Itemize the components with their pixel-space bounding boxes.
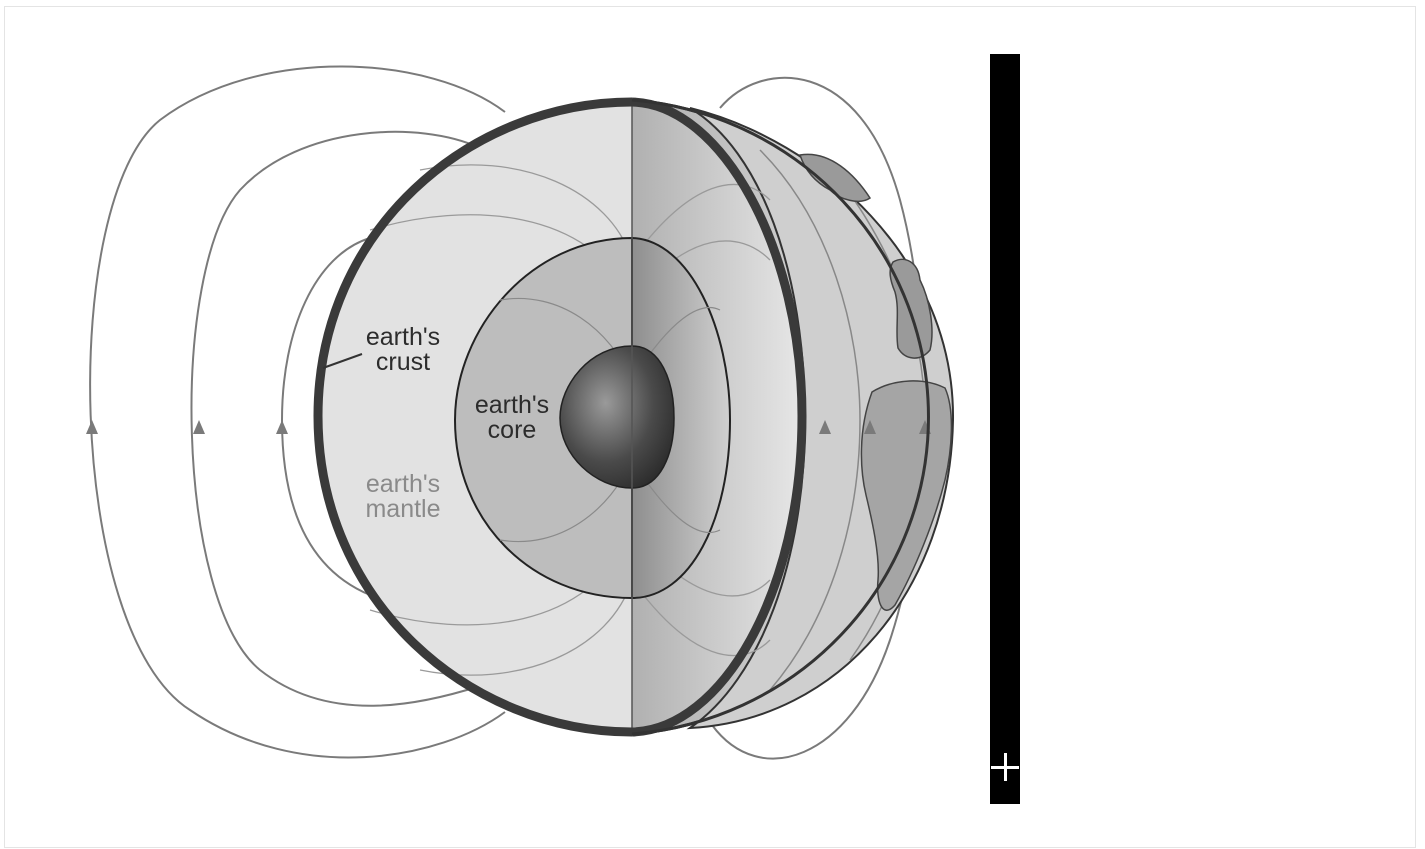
crust-leader-line	[322, 353, 363, 369]
outer-core-right	[631, 236, 732, 600]
core-label-line1: earth's	[475, 391, 549, 419]
field-line-inner	[280, 237, 371, 596]
core-label-line2: core	[488, 416, 537, 444]
arrow-up-icon	[276, 420, 288, 434]
crust-label-line1: earth's	[366, 323, 440, 351]
arrow-up-icon	[193, 420, 205, 434]
outer-core-left	[453, 236, 633, 600]
arrow-up-icon	[86, 420, 98, 434]
crust-rim-right	[631, 97, 807, 737]
crust-rim-left	[313, 97, 633, 737]
crust-label-line2: crust	[376, 348, 430, 376]
field-line-outer	[89, 65, 506, 759]
arrow-up-icon	[819, 420, 831, 434]
arrow-up-icon	[864, 420, 876, 434]
mantle-label-line1: earth's	[366, 470, 440, 498]
side-panel-bar	[990, 54, 1020, 804]
field-arrows-left	[86, 420, 288, 434]
mantle-label-line2: mantle	[365, 495, 440, 523]
expand-button[interactable]	[990, 752, 1020, 782]
labels: earth's crust earth's core earth's mantl…	[365, 323, 549, 523]
continent-north	[799, 153, 872, 202]
field-line-middle	[190, 130, 481, 707]
cross-section	[313, 97, 930, 737]
field-lines-left	[89, 65, 506, 759]
